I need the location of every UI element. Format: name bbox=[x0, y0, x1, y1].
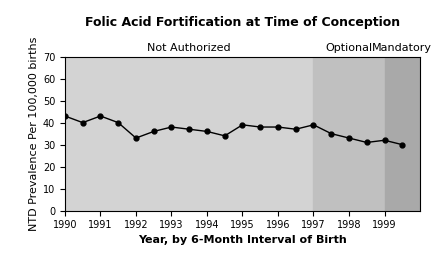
X-axis label: Year, by 6-Month Interval of Birth: Year, by 6-Month Interval of Birth bbox=[138, 235, 347, 245]
Text: Not Authorized: Not Authorized bbox=[147, 43, 231, 53]
Bar bbox=[385, 57, 420, 211]
Title: Folic Acid Fortification at Time of Conception: Folic Acid Fortification at Time of Conc… bbox=[85, 16, 400, 29]
Text: Optional: Optional bbox=[326, 43, 372, 53]
Bar bbox=[313, 57, 385, 211]
Bar bbox=[65, 57, 313, 211]
Y-axis label: NTD Prevalence Per 100,000 births: NTD Prevalence Per 100,000 births bbox=[29, 36, 39, 231]
Text: Mandatory: Mandatory bbox=[372, 43, 432, 53]
